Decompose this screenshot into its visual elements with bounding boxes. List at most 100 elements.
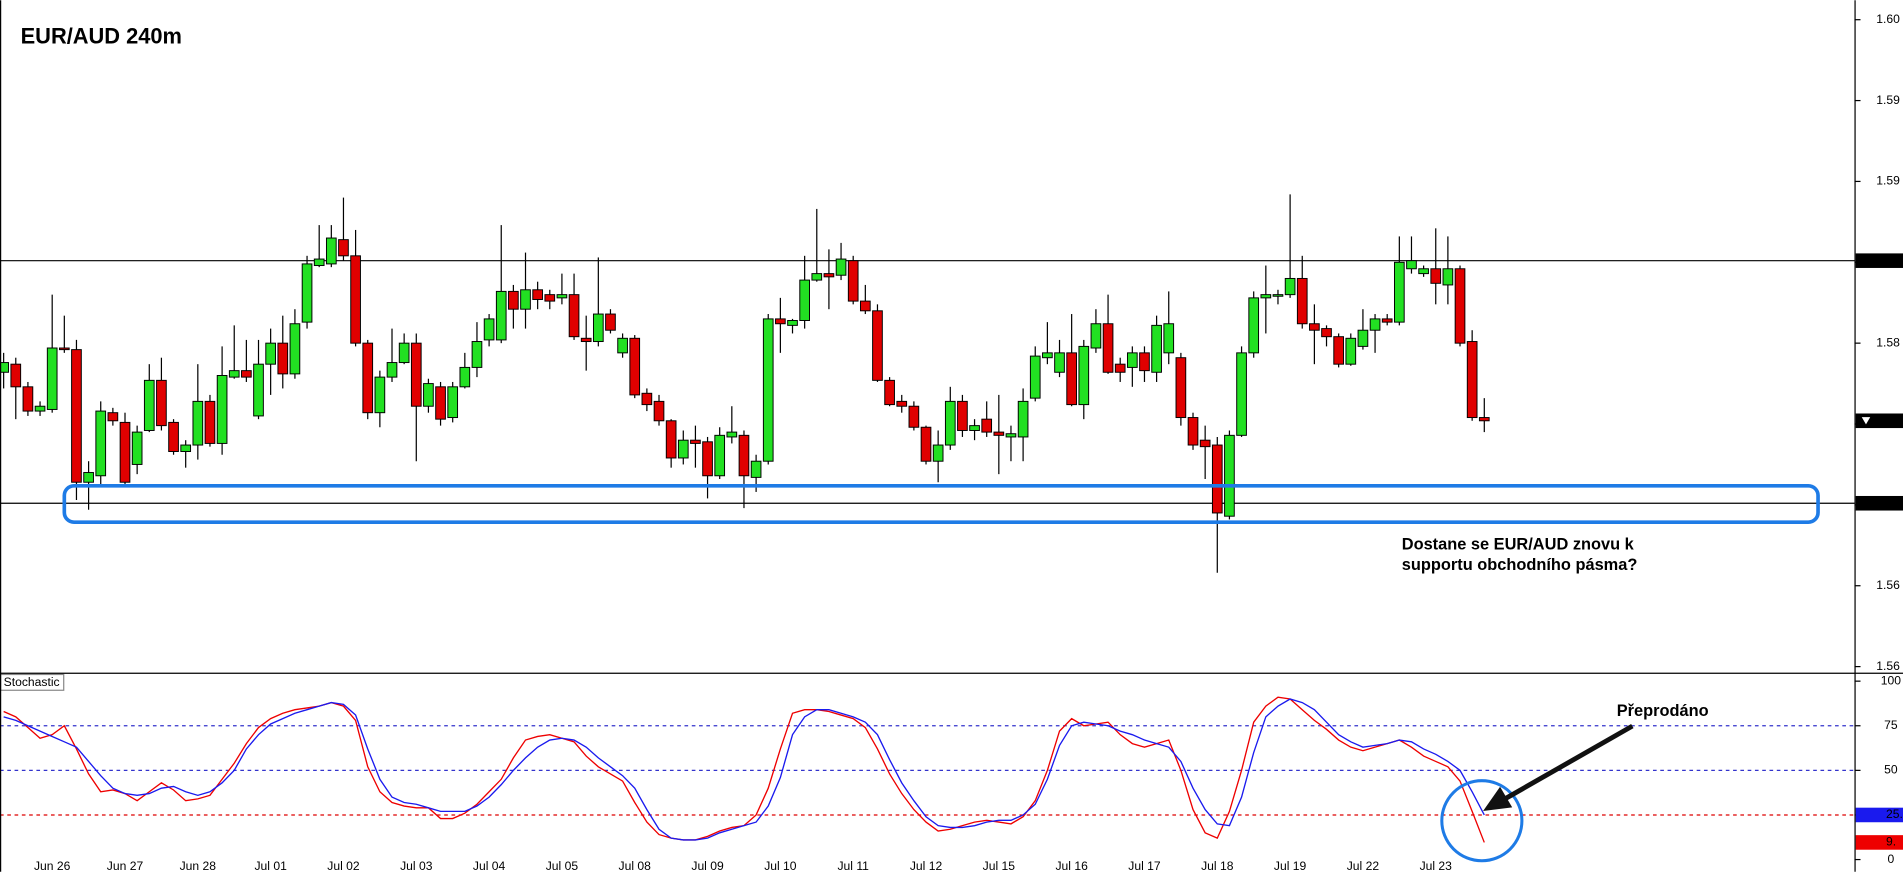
candle-body <box>447 386 459 419</box>
arrow-head <box>1483 786 1513 812</box>
x-tick-label: Jul 19 <box>1274 859 1307 872</box>
candle-body <box>605 313 616 331</box>
candle-body <box>1114 363 1126 373</box>
candle-body <box>1296 277 1308 325</box>
candle-body <box>1126 352 1138 368</box>
candle-body <box>859 300 871 312</box>
level-label: 1.58 <box>1876 253 1900 267</box>
candle-body <box>1017 400 1029 438</box>
x-tick-label: Jul 23 <box>1420 859 1453 872</box>
candle-body <box>775 318 786 325</box>
candle-body <box>811 273 823 281</box>
last-price-label: 1.57 <box>1876 413 1900 427</box>
candle-body <box>1442 268 1454 286</box>
candle-body <box>969 425 980 431</box>
candle-body <box>544 294 556 302</box>
candle-body <box>629 337 641 396</box>
x-tick-label: Jun 28 <box>180 859 217 872</box>
candle-body <box>1248 297 1260 354</box>
candle-body <box>338 239 349 257</box>
candle-body <box>107 412 119 422</box>
candle-body <box>277 342 289 375</box>
y-tick-label: 100 <box>1881 673 1901 687</box>
candle-body <box>46 347 58 410</box>
candle-body <box>1466 341 1478 419</box>
candle-body <box>665 420 677 459</box>
y-tick-label: 50 <box>1884 763 1898 777</box>
candle-body <box>83 472 94 483</box>
y-tick-label: 1.56 <box>1876 578 1900 592</box>
candle-body <box>1175 357 1187 419</box>
candle-body <box>1381 318 1393 323</box>
candle-body <box>1309 323 1320 331</box>
candle-body <box>835 258 847 276</box>
candle-body <box>1345 337 1357 365</box>
x-tick-label: Jul 17 <box>1128 859 1161 872</box>
candle-body <box>1199 439 1211 448</box>
candle-body <box>1090 323 1102 349</box>
candle-body <box>192 400 204 446</box>
candle-body <box>738 434 750 477</box>
x-tick-label: Jun 27 <box>107 859 144 872</box>
candle-body <box>241 370 252 378</box>
candle-body <box>301 263 313 323</box>
candle-body <box>265 342 276 365</box>
x-tick-label: Jul 16 <box>1055 859 1088 872</box>
candle-body <box>22 386 34 412</box>
candle-body <box>508 290 519 310</box>
candle-body <box>156 379 167 427</box>
candle-body <box>532 289 543 300</box>
candle-body <box>1260 294 1272 299</box>
candle-body <box>1272 294 1284 297</box>
candle-body <box>495 290 507 341</box>
candle-body <box>1418 268 1429 275</box>
candle-body <box>0 362 9 373</box>
candle-body <box>556 294 568 299</box>
candle-body <box>1102 323 1114 373</box>
candle-body <box>932 444 944 462</box>
candle-body <box>1454 268 1466 344</box>
candle-body <box>592 313 604 343</box>
candle-body <box>1369 318 1381 331</box>
candle-body <box>1078 345 1090 406</box>
y-tick-label: 1.58 <box>1876 335 1900 349</box>
candle-body <box>10 363 22 388</box>
candle-body <box>1042 352 1053 359</box>
candle-body <box>1066 352 1077 406</box>
plot-layer: 1.601.591.591.581.581.571.571.561.561.58… <box>0 12 1903 872</box>
x-tick-label: Jul 18 <box>1201 859 1234 872</box>
chart-title: EUR/AUD 240m <box>21 24 182 49</box>
candle-body <box>847 260 859 302</box>
candle-body <box>702 441 713 477</box>
support-zone <box>62 483 1820 524</box>
candle-body <box>398 342 410 364</box>
x-tick-label: Jul 11 <box>837 859 869 872</box>
candle-body <box>1284 277 1296 296</box>
annotation: Přeprodáno <box>1617 702 1709 720</box>
candle-body <box>1163 323 1175 354</box>
candle-body <box>1151 324 1162 373</box>
annotation: Dostane se EUR/AUD znovu k <box>1402 536 1635 554</box>
candle-body <box>374 376 386 414</box>
candle-body <box>1029 355 1041 399</box>
candle-body <box>580 337 592 343</box>
candle-body <box>568 294 580 338</box>
candle-body <box>253 363 264 417</box>
x-tick-label: Jul 02 <box>327 859 360 872</box>
candle-body <box>677 439 689 459</box>
candle-body <box>1224 434 1235 517</box>
candle-body <box>386 362 398 378</box>
y-tick-label: 1.56 <box>1876 659 1900 673</box>
candle-body <box>423 383 434 407</box>
candle-body <box>1333 336 1344 365</box>
candle-body <box>1406 260 1417 270</box>
candle-body <box>1236 352 1247 436</box>
candle-body <box>131 431 143 465</box>
arrow-shaft <box>1503 723 1634 801</box>
x-tick-label: Jul 22 <box>1347 859 1380 872</box>
x-tick-label: Jul 03 <box>400 859 433 872</box>
candle-body <box>690 439 701 444</box>
candle-body <box>750 460 762 478</box>
candle-body <box>1321 328 1332 338</box>
